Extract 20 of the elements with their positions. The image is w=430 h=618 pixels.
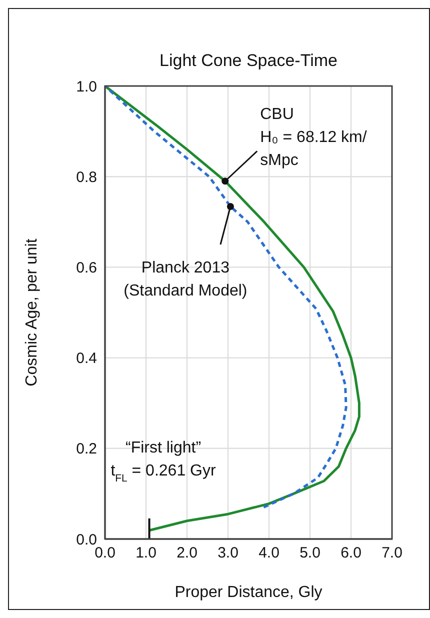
y-tick-label: 1.0 xyxy=(76,78,97,96)
x-tick-label: 2.0 xyxy=(176,544,198,562)
annotation: “First light” t$_{FL}$ = 0.261 Gyr xyxy=(110,439,216,484)
x-tick-label: 5.0 xyxy=(300,544,320,562)
x-tick-label: 6.0 xyxy=(340,544,362,562)
chart-title: Light Cone Space-Time xyxy=(160,51,338,70)
y-tick-label: 0.4 xyxy=(76,350,97,368)
annotation: CBU H₀ = 68.12 km/ sMpc xyxy=(260,106,368,170)
x-axis-title: Proper Distance, Gly xyxy=(174,584,322,601)
x-tick-label: 3.0 xyxy=(218,544,238,562)
annotation: Planck 2013 (Standard Model) xyxy=(124,260,248,300)
x-tick-label: 7.0 xyxy=(382,544,402,562)
y-tick-label: 0.0 xyxy=(76,531,97,548)
x-tick-label: 0.0 xyxy=(94,544,116,562)
y-tick-label: 0.2 xyxy=(76,440,97,458)
x-tick-label: 1.0 xyxy=(136,544,156,562)
y-tick-label: 0.8 xyxy=(76,168,97,186)
y-axis-title: Cosmic Age, per unit xyxy=(24,238,41,386)
x-tick-label: 4.0 xyxy=(258,544,280,562)
y-tick-label: 0.6 xyxy=(76,260,97,277)
